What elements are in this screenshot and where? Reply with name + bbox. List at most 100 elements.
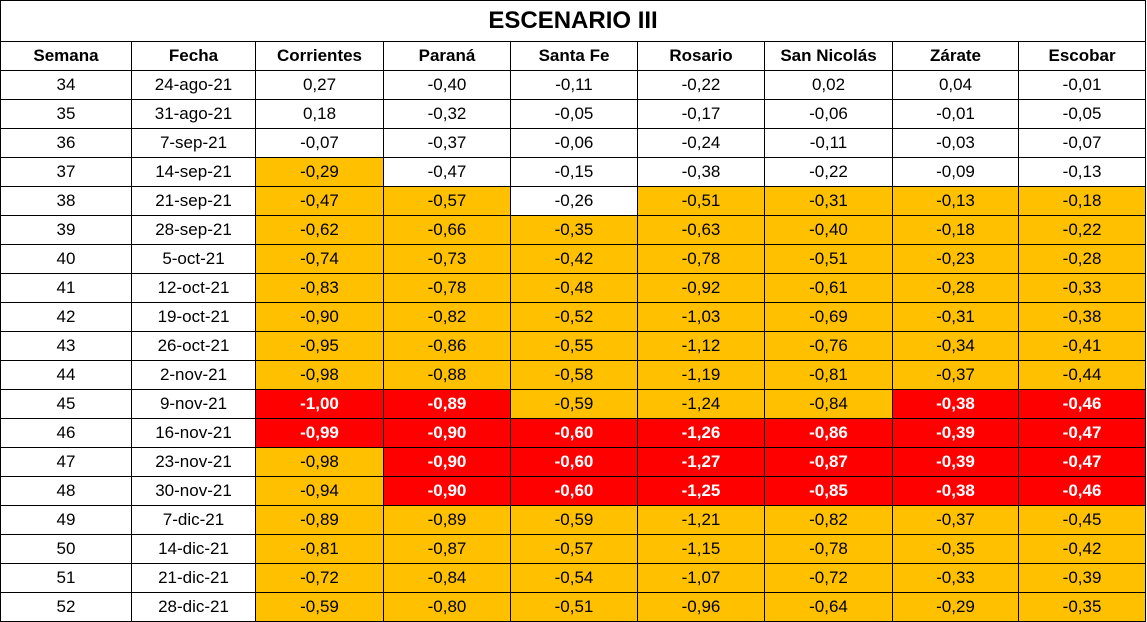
cell-santa-fe: -0,48: [510, 273, 638, 303]
cell-semana: 49: [0, 505, 132, 535]
table-row: 40 5-oct-21 -0,74 -0,73 -0,42 -0,78 -0,51 -0,23…: [0, 244, 1147, 274]
table-row: 36 7-sep-21 -0,07 -0,37 -0,06 -0,24 -0,11 -0,03…: [0, 128, 1147, 158]
cell-rosario: -1,21: [637, 505, 765, 535]
cell-corrientes: 0,27: [255, 70, 384, 100]
cell-corrientes: -0,29: [255, 157, 384, 187]
cell-parana: -0,86: [383, 331, 511, 361]
cell-santa-fe: -0,60: [510, 418, 638, 448]
cell-zarate: -0,38: [892, 476, 1019, 506]
table-row: 51 21-dic-21 -0,72 -0,84 -0,54 -1,07 -0,72 -0,3…: [0, 563, 1147, 593]
cell-santa-fe: -0,59: [510, 505, 638, 535]
cell-semana: 40: [0, 244, 132, 274]
table-row: 38 21-sep-21 -0,47 -0,57 -0,26 -0,51 -0,31 -0,1…: [0, 186, 1147, 216]
cell-san-nicolas: -0,40: [764, 215, 893, 245]
cell-san-nicolas: -0,22: [764, 157, 893, 187]
cell-escobar: -0,45: [1017, 505, 1147, 535]
cell-zarate: -0,29: [892, 592, 1019, 622]
cell-corrientes: -0,99: [255, 418, 384, 448]
cell-san-nicolas: -0,11: [764, 128, 893, 158]
cell-santa-fe: -0,55: [510, 331, 638, 361]
cell-corrientes: -0,94: [255, 476, 384, 506]
cell-semana: 45: [0, 389, 132, 419]
cell-san-nicolas: -0,81: [764, 360, 893, 390]
cell-zarate: -0,34: [892, 331, 1019, 361]
header-corrientes: Corrientes: [255, 41, 384, 71]
cell-fecha: 21-dic-21: [131, 563, 256, 593]
title-row: ESCENARIO III: [0, 0, 1147, 42]
cell-semana: 51: [0, 563, 132, 593]
cell-san-nicolas: -0,31: [764, 186, 893, 216]
cell-rosario: -1,12: [637, 331, 765, 361]
cell-rosario: -0,22: [637, 70, 765, 100]
cell-san-nicolas: -0,82: [764, 505, 893, 535]
cell-parana: -0,47: [383, 157, 511, 187]
table-row: 37 14-sep-21 -0,29 -0,47 -0,15 -0,38 -0,22 -0,0…: [0, 157, 1147, 187]
cell-san-nicolas: -0,86: [764, 418, 893, 448]
cell-corrientes: -0,83: [255, 273, 384, 303]
header-san-nicolas: San Nicolás: [764, 41, 893, 71]
cell-fecha: 30-nov-21: [131, 476, 256, 506]
cell-zarate: -0,18: [892, 215, 1019, 245]
cell-zarate: -0,39: [892, 447, 1019, 477]
header-escobar: Escobar: [1017, 41, 1147, 71]
cell-fecha: 24-ago-21: [131, 70, 256, 100]
cell-fecha: 14-dic-21: [131, 534, 256, 564]
cell-rosario: -1,27: [637, 447, 765, 477]
cell-santa-fe: -0,58: [510, 360, 638, 390]
cell-fecha: 28-dic-21: [131, 592, 256, 622]
cell-fecha: 7-dic-21: [131, 505, 256, 535]
cell-fecha: 7-sep-21: [131, 128, 256, 158]
table-row: 50 14-dic-21 -0,81 -0,87 -0,57 -1,15 -0,78 -0,3…: [0, 534, 1147, 564]
cell-zarate: -0,28: [892, 273, 1019, 303]
cell-fecha: 9-nov-21: [131, 389, 256, 419]
cell-rosario: -1,19: [637, 360, 765, 390]
cell-escobar: -0,33: [1017, 273, 1147, 303]
cell-semana: 35: [0, 99, 132, 129]
cell-fecha: 16-nov-21: [131, 418, 256, 448]
table-title: ESCENARIO III: [0, 0, 1147, 42]
cell-parana: -0,82: [383, 302, 511, 332]
cell-zarate: -0,39: [892, 418, 1019, 448]
cell-san-nicolas: -0,78: [764, 534, 893, 564]
table-row: 42 19-oct-21 -0,90 -0,82 -0,52 -1,03 -0,69 -0,3…: [0, 302, 1147, 332]
cell-semana: 37: [0, 157, 132, 187]
cell-zarate: 0,04: [892, 70, 1019, 100]
cell-semana: 38: [0, 186, 132, 216]
cell-santa-fe: -0,52: [510, 302, 638, 332]
cell-rosario: -0,17: [637, 99, 765, 129]
cell-fecha: 14-sep-21: [131, 157, 256, 187]
cell-semana: 48: [0, 476, 132, 506]
cell-zarate: -0,23: [892, 244, 1019, 274]
table-row: 35 31-ago-21 0,18 -0,32 -0,05 -0,17 -0,06 -0,01…: [0, 99, 1147, 129]
cell-escobar: -0,38: [1017, 302, 1147, 332]
cell-escobar: -0,47: [1017, 447, 1147, 477]
cell-corrientes: -0,62: [255, 215, 384, 245]
cell-rosario: -0,78: [637, 244, 765, 274]
cell-parana: -0,90: [383, 476, 511, 506]
table-row: 47 23-nov-21 -0,98 -0,90 -0,60 -1,27 -0,87 -0,3…: [0, 447, 1147, 477]
cell-zarate: -0,38: [892, 389, 1019, 419]
cell-parana: -0,32: [383, 99, 511, 129]
cell-rosario: -1,07: [637, 563, 765, 593]
cell-semana: 46: [0, 418, 132, 448]
cell-rosario: -1,03: [637, 302, 765, 332]
cell-escobar: -0,18: [1017, 186, 1147, 216]
cell-san-nicolas: -0,85: [764, 476, 893, 506]
cell-fecha: 19-oct-21: [131, 302, 256, 332]
header-fecha: Fecha: [131, 41, 256, 71]
cell-san-nicolas: -0,06: [764, 99, 893, 129]
header-rosario: Rosario: [637, 41, 765, 71]
cell-parana: -0,66: [383, 215, 511, 245]
cell-corrientes: -0,74: [255, 244, 384, 274]
cell-semana: 52: [0, 592, 132, 622]
cell-parana: -0,84: [383, 563, 511, 593]
cell-semana: 41: [0, 273, 132, 303]
cell-fecha: 21-sep-21: [131, 186, 256, 216]
cell-zarate: -0,31: [892, 302, 1019, 332]
cell-zarate: -0,13: [892, 186, 1019, 216]
cell-escobar: -0,05: [1017, 99, 1147, 129]
header-parana: Paraná: [383, 41, 511, 71]
cell-san-nicolas: -0,61: [764, 273, 893, 303]
cell-fecha: 5-oct-21: [131, 244, 256, 274]
